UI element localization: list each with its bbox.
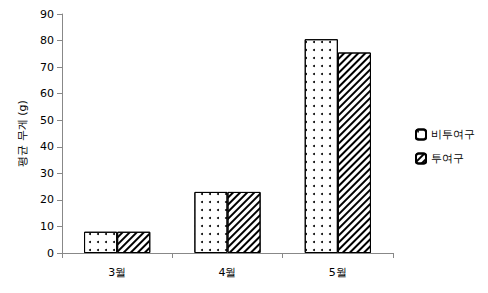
svg-text:40: 40 — [40, 140, 54, 153]
svg-text:80: 80 — [40, 34, 54, 47]
svg-text:20: 20 — [40, 193, 54, 206]
svg-text:0: 0 — [47, 247, 54, 260]
svg-text:90: 90 — [40, 8, 54, 21]
svg-text:30: 30 — [40, 167, 54, 180]
svg-text:투여구: 투여구 — [431, 152, 464, 165]
svg-text:50: 50 — [40, 114, 54, 127]
svg-text:평균 무게 (g): 평균 무게 (g) — [16, 100, 29, 167]
svg-text:4월: 4월 — [219, 266, 237, 279]
svg-text:60: 60 — [40, 87, 54, 100]
svg-text:5월: 5월 — [329, 266, 347, 279]
svg-text:비투여구: 비투여구 — [431, 128, 475, 141]
svg-text:10: 10 — [40, 220, 54, 233]
svg-text:3월: 3월 — [108, 266, 126, 279]
svg-text:70: 70 — [40, 61, 54, 74]
